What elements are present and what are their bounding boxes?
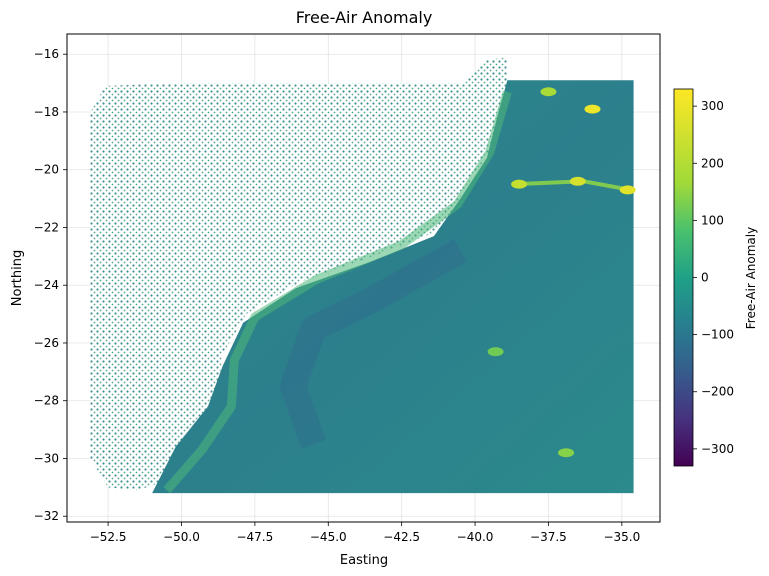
colorbar-tick-label: 0 <box>701 271 709 285</box>
y-tick-label: −28 <box>34 394 59 408</box>
x-tick-label: −45.0 <box>310 530 347 544</box>
anomaly-point <box>569 176 586 186</box>
y-tick-label: −30 <box>34 451 59 465</box>
land-gravity-points <box>90 57 508 491</box>
x-tick-label: −35.0 <box>603 530 640 544</box>
y-tick-label: −20 <box>34 163 59 177</box>
shelf-edge-anomaly <box>163 90 512 494</box>
x-tick-label: −52.5 <box>90 530 127 544</box>
plot-frame <box>66 33 661 523</box>
x-axis-label: Easting <box>340 553 388 568</box>
y-tick-label: −24 <box>34 278 59 292</box>
colorbar <box>673 88 694 467</box>
y-axis-label: Northing <box>10 250 25 306</box>
colorbar-tick-label: 200 <box>701 156 724 170</box>
y-tick-label: −18 <box>34 105 59 119</box>
x-tick-label: −40.0 <box>457 530 494 544</box>
colorbar-tick-label: −100 <box>701 328 734 342</box>
anomaly-point <box>540 87 557 97</box>
x-tick-label: −42.5 <box>383 530 420 544</box>
y-tick-label: −26 <box>34 336 59 350</box>
y-tick-label: −16 <box>34 47 59 61</box>
anomaly-point <box>558 448 575 458</box>
colorbar-label: Free-Air Anomaly <box>744 227 758 329</box>
colorbar-tick-label: −200 <box>701 385 734 399</box>
y-tick-label: −32 <box>34 509 59 523</box>
anomaly-point <box>619 185 636 195</box>
colorbar-tick-label: −300 <box>701 442 734 456</box>
colorbar-tick-label: 300 <box>701 99 724 113</box>
x-tick-label: −50.0 <box>163 530 200 544</box>
basin-low-anomaly <box>280 239 467 449</box>
anomaly-point <box>487 347 504 357</box>
x-tick-label: −37.5 <box>530 530 567 544</box>
chart-title: Free-Air Anomaly <box>296 8 433 27</box>
anomaly-point <box>584 104 601 114</box>
anomaly-point <box>511 179 528 189</box>
x-tick-label: −47.5 <box>236 530 273 544</box>
colorbar-tick-label: 100 <box>701 213 724 227</box>
y-tick-label: −22 <box>34 220 59 234</box>
